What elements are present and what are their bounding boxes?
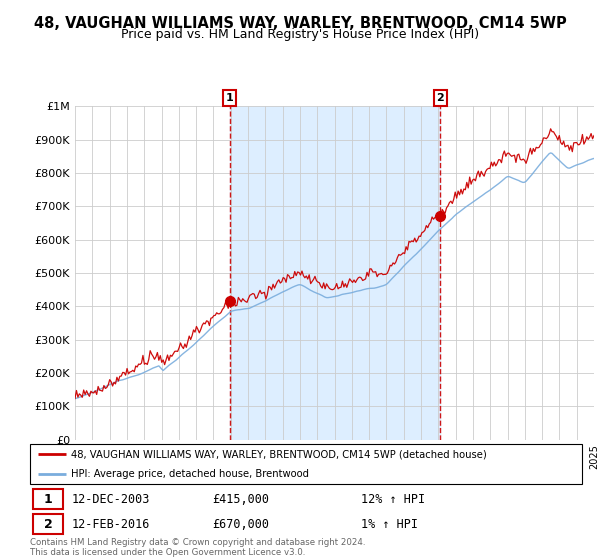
- Text: 1: 1: [44, 493, 52, 506]
- Text: 1% ↑ HPI: 1% ↑ HPI: [361, 518, 418, 531]
- Text: 12% ↑ HPI: 12% ↑ HPI: [361, 493, 425, 506]
- Bar: [33, 489, 63, 509]
- Text: £670,000: £670,000: [212, 518, 269, 531]
- Text: Price paid vs. HM Land Registry's House Price Index (HPI): Price paid vs. HM Land Registry's House …: [121, 28, 479, 41]
- Text: Contains HM Land Registry data © Crown copyright and database right 2024.
This d: Contains HM Land Registry data © Crown c…: [30, 538, 365, 557]
- Bar: [230, 106, 440, 440]
- Text: 2: 2: [44, 518, 52, 531]
- Text: 2: 2: [437, 93, 444, 103]
- Text: 12-DEC-2003: 12-DEC-2003: [71, 493, 150, 506]
- Text: 48, VAUGHAN WILLIAMS WAY, WARLEY, BRENTWOOD, CM14 5WP (detached house): 48, VAUGHAN WILLIAMS WAY, WARLEY, BRENTW…: [71, 449, 487, 459]
- Text: £415,000: £415,000: [212, 493, 269, 506]
- Text: HPI: Average price, detached house, Brentwood: HPI: Average price, detached house, Bren…: [71, 469, 310, 479]
- Text: 48, VAUGHAN WILLIAMS WAY, WARLEY, BRENTWOOD, CM14 5WP: 48, VAUGHAN WILLIAMS WAY, WARLEY, BRENTW…: [34, 16, 566, 31]
- Bar: [33, 514, 63, 534]
- Text: 12-FEB-2016: 12-FEB-2016: [71, 518, 150, 531]
- Text: 1: 1: [226, 93, 234, 103]
